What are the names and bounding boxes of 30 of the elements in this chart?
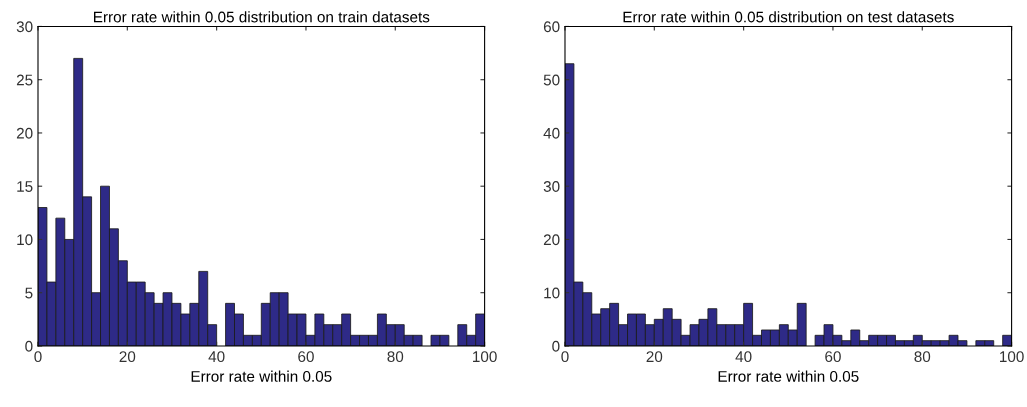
x-tick-label: 0 xyxy=(561,351,569,363)
y-tick-label: 50 xyxy=(543,74,560,86)
x-tick-label: 0 xyxy=(34,351,42,363)
x-axis-title: Error rate within 0.05 xyxy=(718,370,859,382)
y-tick-label: 15 xyxy=(17,181,33,192)
x-tick-label: 20 xyxy=(646,351,663,363)
x-axis-title: Error rate within 0.05 xyxy=(191,370,332,382)
x-tick-label: 100 xyxy=(473,351,497,363)
chart-title: Error rate within 0.05 distribution on test datasets xyxy=(623,11,954,23)
y-tick-label: 60 xyxy=(543,21,560,33)
y-tick-label: 25 xyxy=(16,74,33,86)
y-tick-label: 40 xyxy=(543,127,560,139)
x-tick-label: 80 xyxy=(914,351,931,363)
x-tick-label: 100 xyxy=(1000,351,1024,363)
x-tick-label: 20 xyxy=(119,351,136,363)
x-tick-label: 60 xyxy=(825,351,841,363)
y-tick-label: 5 xyxy=(25,287,33,299)
y-tick-label: 0 xyxy=(552,340,560,352)
y-tick-label: 10 xyxy=(544,287,560,299)
y-tick-label: 30 xyxy=(16,21,33,33)
y-tick-label: 0 xyxy=(25,340,33,352)
x-tick-label: 80 xyxy=(387,351,404,363)
x-tick-label: 60 xyxy=(298,351,314,363)
chart-title: Error rate within 0.05 distribution on train datasets xyxy=(94,11,430,23)
y-tick-label: 10 xyxy=(17,234,33,246)
y-tick-label: 30 xyxy=(543,181,560,192)
x-tick-label: 40 xyxy=(208,351,225,363)
y-tick-label: 20 xyxy=(16,127,33,139)
y-tick-label: 20 xyxy=(543,234,560,246)
x-tick-label: 40 xyxy=(735,351,752,363)
